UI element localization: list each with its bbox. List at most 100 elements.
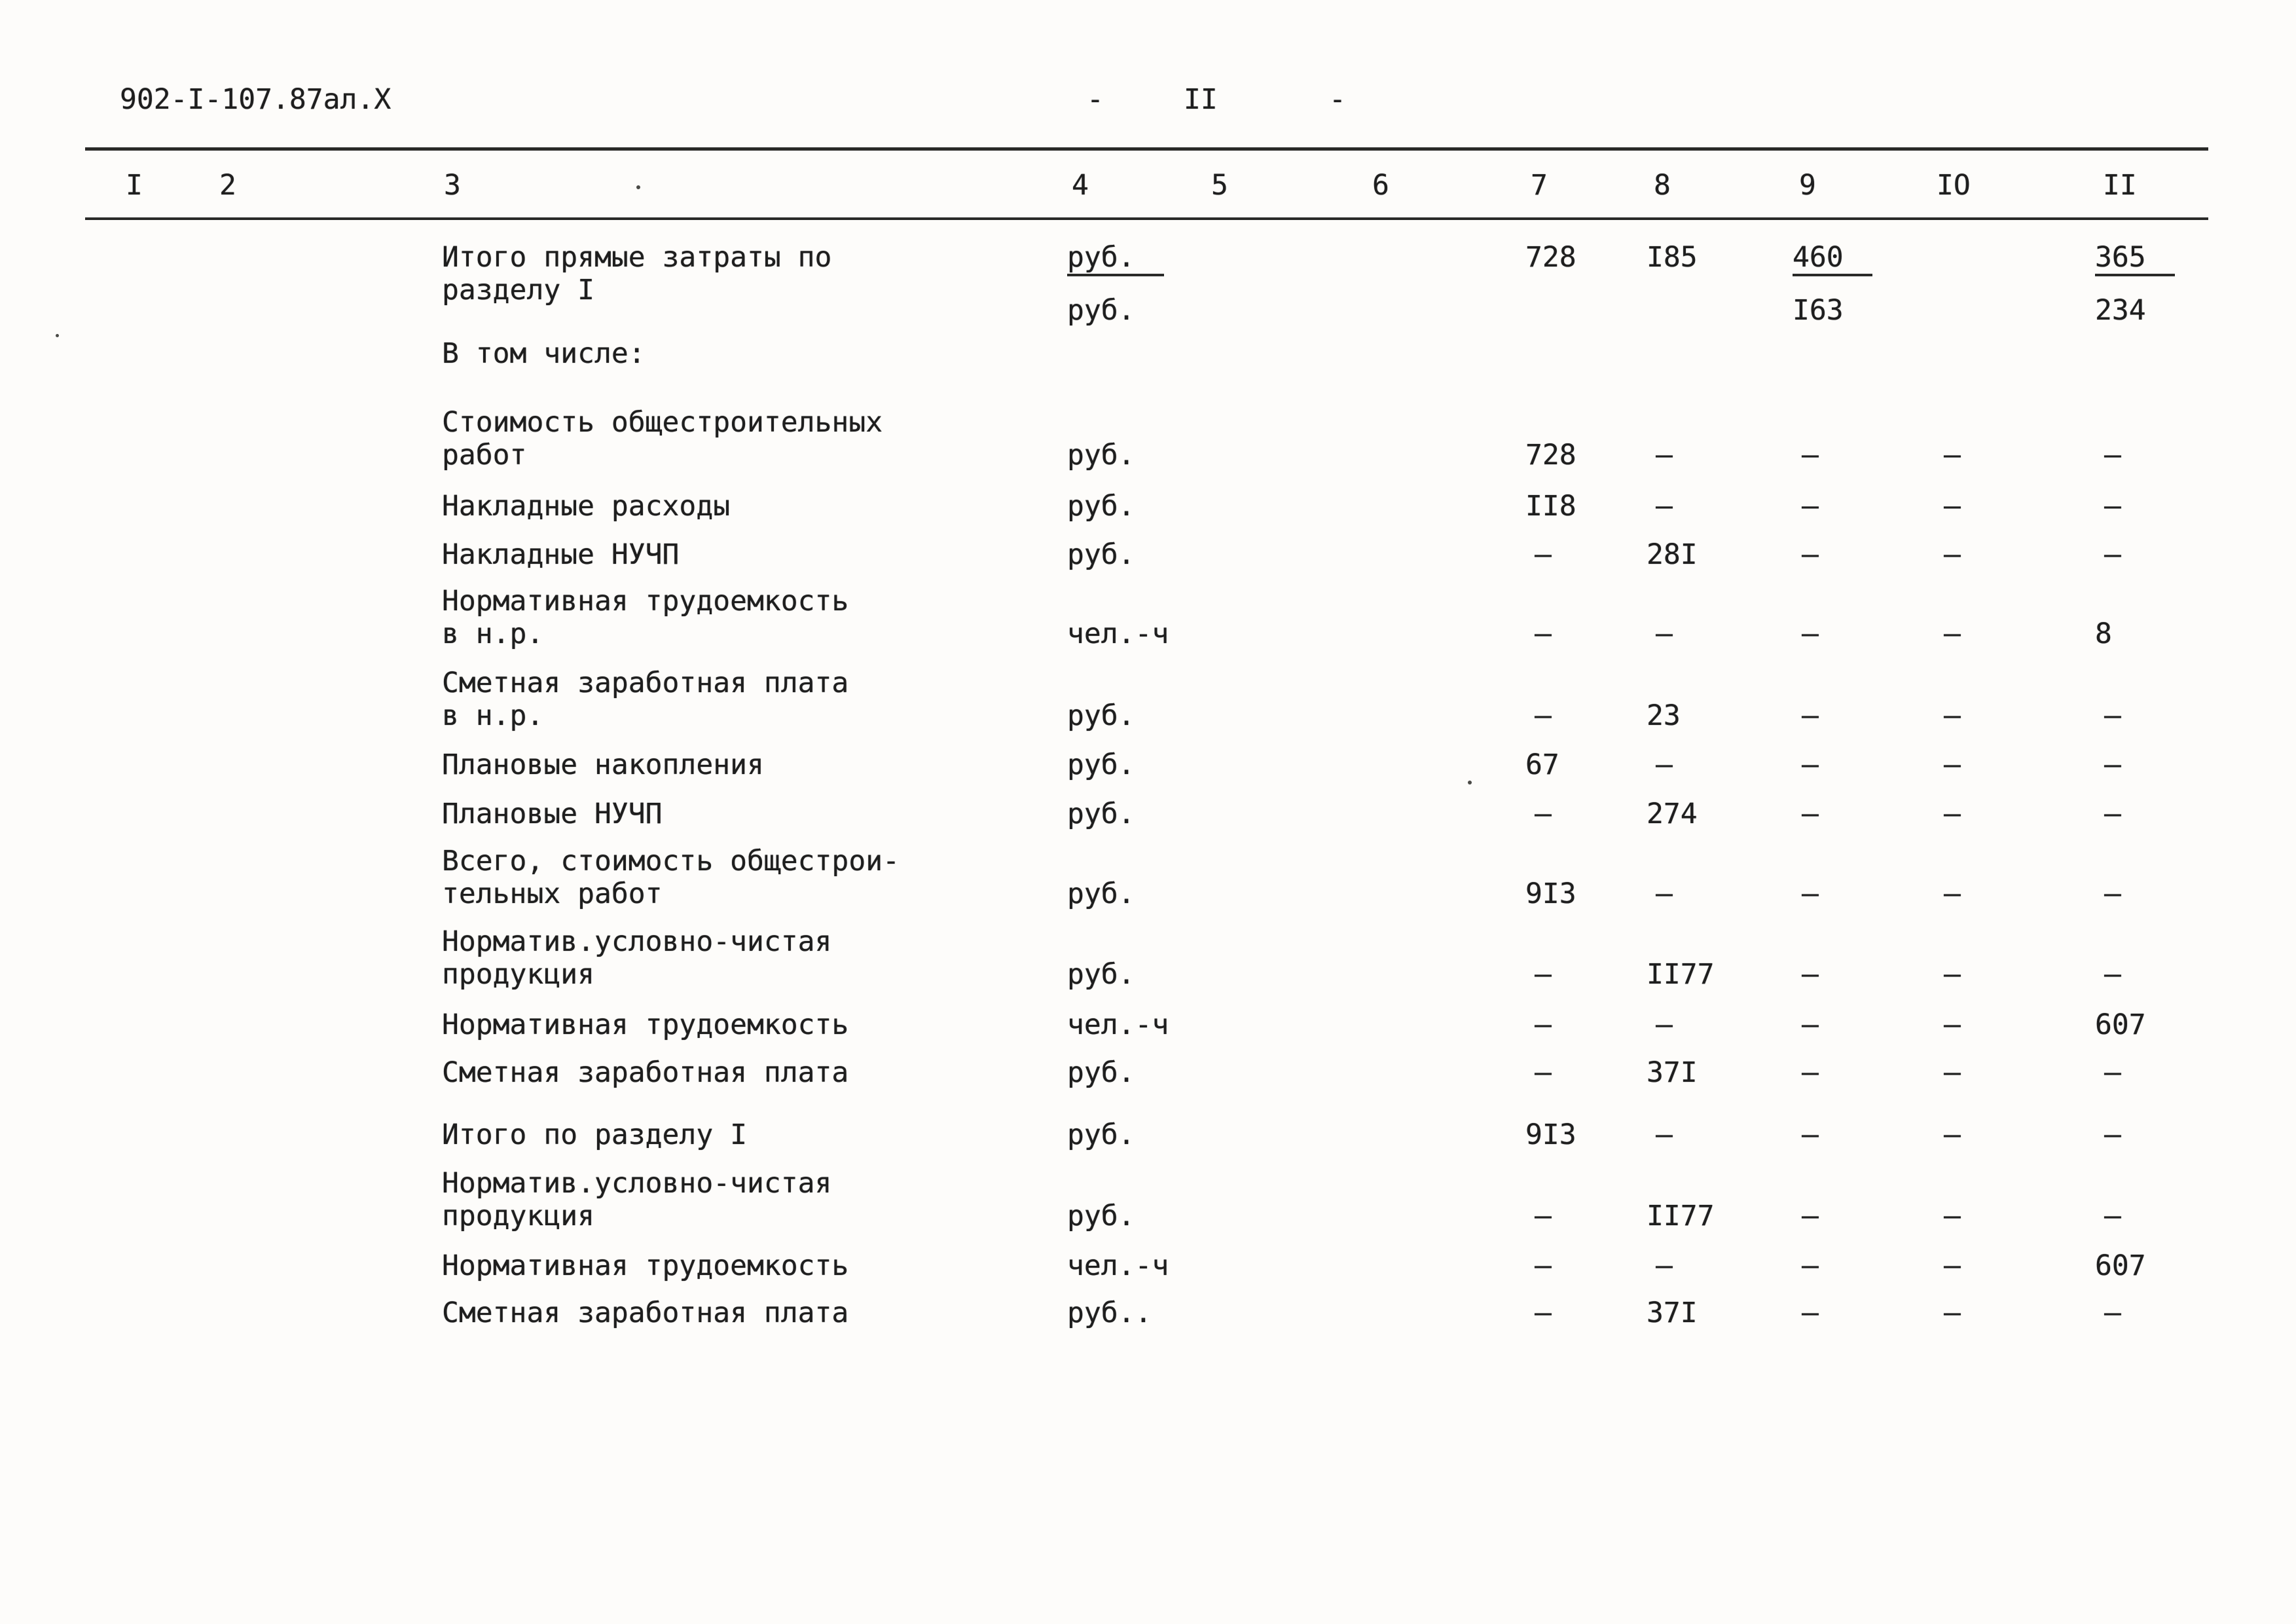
value-line: – <box>2104 439 2121 471</box>
column-number: 7 <box>1531 169 1548 202</box>
value-cell: – <box>1935 798 1961 830</box>
value-line: – <box>1802 798 1819 830</box>
row-label: Норматив.условно-чистая продукция <box>442 925 831 991</box>
value-line: – <box>1802 1008 1819 1041</box>
value-line: – <box>1802 1297 1819 1329</box>
label-line: Плановые накопления <box>442 748 764 781</box>
value-line: 234 <box>2095 294 2146 327</box>
value-line: руб. <box>1067 439 1135 471</box>
value-line: – <box>1656 1249 1673 1282</box>
value-line: руб. <box>1067 294 1135 327</box>
value-cell: – <box>2095 1056 2121 1089</box>
value-cell: – <box>1935 490 1961 523</box>
value-line: 607 <box>2095 1249 2146 1282</box>
value-cell: – <box>1935 1118 1961 1151</box>
value-line: 460 <box>1793 242 1872 276</box>
value-cell: – <box>1935 1249 1961 1282</box>
value-cell: – <box>2095 1297 2121 1329</box>
value-line: 37I <box>1647 1297 1698 1329</box>
value-cell: 8 <box>2095 618 2112 650</box>
table-top-rule <box>85 147 2208 151</box>
value-line: 9I3 <box>1525 1118 1576 1151</box>
value-line: – <box>1944 1008 1961 1041</box>
value-cell: – <box>1525 699 1552 732</box>
column-number: 3 <box>444 169 461 202</box>
value-cell: – <box>1647 877 1673 910</box>
value-cell: 607 <box>2095 1249 2146 1282</box>
value-cell: – <box>1793 877 1819 910</box>
value-line: – <box>2104 798 2121 830</box>
value-cell: – <box>1793 1200 1819 1232</box>
value-cell: 67 <box>1525 748 1559 781</box>
value-line: – <box>1656 618 1673 650</box>
row-label: Сметная заработная плата <box>442 1297 848 1329</box>
page-number-dash-right: - <box>1329 83 1346 116</box>
label-line: Всего, стоимость общестрои- <box>442 845 900 877</box>
value-line: руб. <box>1067 699 1135 732</box>
value-line: – <box>1535 1249 1552 1282</box>
value-line: руб. <box>1067 748 1135 781</box>
value-cell: – <box>2095 798 2121 830</box>
label-line: Накладные НУЧП <box>442 538 680 571</box>
row-label: Накладные расходы <box>442 490 730 523</box>
value-cell: 9I3 <box>1525 1118 1576 1151</box>
value-line: 728 <box>1525 241 1576 274</box>
value-cell: 9I3 <box>1525 877 1576 910</box>
value-line: 9I3 <box>1525 877 1576 910</box>
value-cell: – <box>1647 1118 1673 1151</box>
row-label: Норматив.условно-чистая продукция <box>442 1167 831 1232</box>
value-cell: – <box>1525 1200 1552 1232</box>
unit-cell: руб. руб. <box>1067 241 1164 327</box>
value-cell: 37I <box>1647 1297 1698 1329</box>
value-cell: – <box>1525 1056 1552 1089</box>
value-cell: – <box>1525 1008 1552 1041</box>
value-line: – <box>1944 798 1961 830</box>
value-cell: – <box>2095 1118 2121 1151</box>
column-number: 8 <box>1654 169 1671 202</box>
row-label: Нормативная трудоемкость <box>442 1008 848 1041</box>
value-line: 28I <box>1647 538 1698 571</box>
value-line: – <box>1944 958 1961 991</box>
value-cell: – <box>1935 877 1961 910</box>
value-cell: – <box>1935 1008 1961 1041</box>
row-label: Сметная заработная плата <box>442 1056 848 1089</box>
row-label: Сметная заработная плата в н.р. <box>442 667 848 732</box>
doc-code: 902-I-107.87ал.X <box>120 83 392 116</box>
value-cell: – <box>1793 1118 1819 1151</box>
value-line: руб. <box>1067 877 1135 910</box>
column-number: 9 <box>1799 169 1816 202</box>
value-line: – <box>2104 748 2121 781</box>
value-line: – <box>1656 490 1673 523</box>
value-cell: – <box>1525 538 1552 571</box>
value-line: – <box>1802 1056 1819 1089</box>
unit-cell: руб. <box>1067 798 1135 830</box>
value-cell: – <box>1935 1297 1961 1329</box>
unit-cell: руб. <box>1067 1118 1135 1151</box>
value-line: – <box>1802 958 1819 991</box>
label-line: разделу I <box>442 274 594 306</box>
value-line: – <box>2104 877 2121 910</box>
label-line: Нормативная трудоемкость <box>442 1008 849 1041</box>
value-line: – <box>1656 877 1673 910</box>
value-line: – <box>2104 1200 2121 1232</box>
unit-cell: руб. <box>1067 699 1135 732</box>
value-cell: 274 <box>1647 798 1698 830</box>
column-number: II <box>2103 169 2137 202</box>
unit-cell: руб.. <box>1067 1297 1152 1329</box>
value-line: – <box>1802 1118 1819 1151</box>
value-cell: – <box>1793 748 1819 781</box>
value-cell: – <box>1525 958 1552 991</box>
column-number: 6 <box>1372 169 1389 202</box>
value-line: – <box>1944 1118 1961 1151</box>
value-line: – <box>2104 490 2121 523</box>
column-number: 2 <box>219 169 236 202</box>
value-line: II8 <box>1525 490 1576 523</box>
page-number: II <box>1184 83 1218 116</box>
value-line: – <box>2104 1118 2121 1151</box>
value-line: – <box>1944 1200 1961 1232</box>
value-line: – <box>1656 1118 1673 1151</box>
value-cell: 607 <box>2095 1008 2146 1041</box>
value-cell: – <box>1525 1249 1552 1282</box>
row-label: Нормативная трудоемкость <box>442 1249 848 1282</box>
